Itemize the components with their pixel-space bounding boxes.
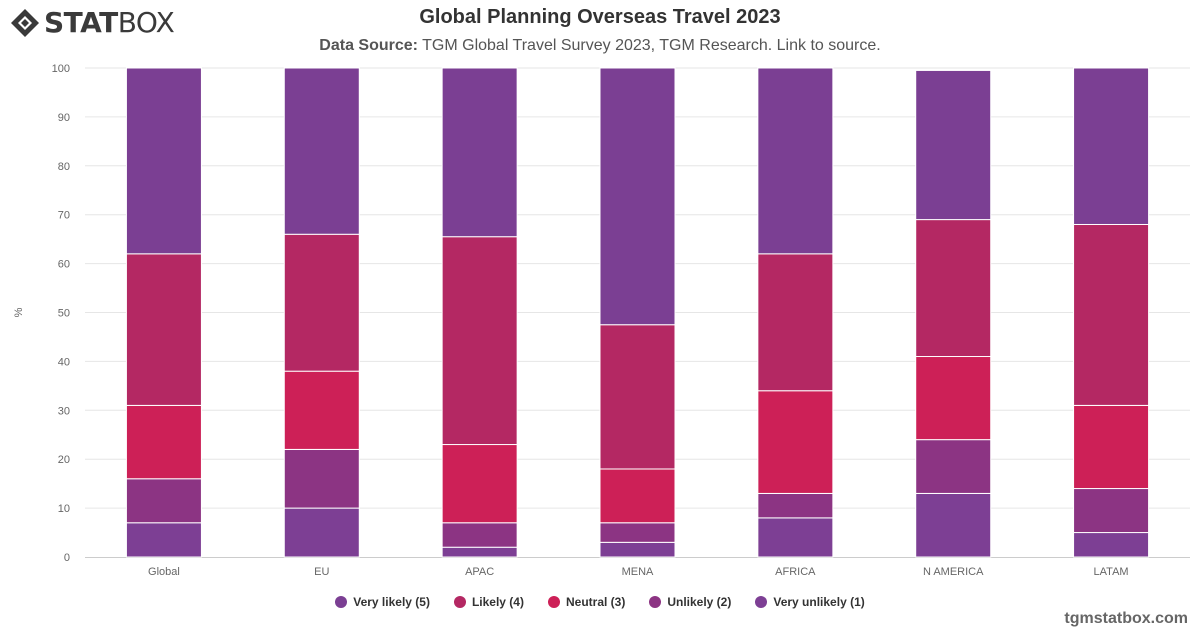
bar-segment [125,404,202,480]
bar-segment [757,390,834,494]
bar-segment [599,324,676,470]
bar-segment [915,439,992,494]
y-tick-label: 60 [58,259,70,271]
chart-legend: Very likely (5) Likely (4) Neutral (3) Unli… [0,595,1200,609]
bar-segment [1073,488,1150,534]
bar-segment [915,356,992,441]
brand-part2: BOX [117,6,175,39]
legend-dot-icon [453,596,466,608]
bar-segment [125,522,202,558]
legend-dot-icon [547,596,560,608]
stacked-bar-chart: 0 10 20 30 40 50 60 70 80 90 100% Global EU APAC MENA A… [13,63,1190,578]
legend-label: Likely (4) [471,595,524,609]
y-tick-label: 50 [58,308,70,320]
legend-item[interactable]: Unlikely (2) [649,595,731,609]
subtitle-label: Data Source: [319,37,418,54]
legend-item[interactable]: Neutral (3) [547,595,626,609]
legend-item[interactable]: Likely (4) [453,595,524,609]
bar-segment [283,370,360,450]
bar-segment [915,219,992,358]
chart-subtitle[interactable]: Data Source: TGM Global Travel Survey 20… [0,37,1200,55]
footer-site[interactable]: tgmstatbox.com [1064,610,1188,627]
x-tick-label: EU [314,566,329,578]
subtitle-text[interactable]: TGM Global Travel Survey 2023, TGM Resea… [422,37,881,54]
brand-logo: STATBOX [10,6,175,39]
x-tick-label: Global [148,566,180,578]
y-tick-label: 90 [58,112,70,124]
legend-label: Unlikely (2) [667,595,732,609]
brand-wordmark: STATBOX [44,6,175,39]
legend-dot-icon [335,596,348,608]
y-tick-label: 20 [58,454,70,466]
bar-segment [915,69,992,221]
bar-segment [915,492,992,558]
bar-segment [757,492,834,519]
y-tick-label: 70 [58,210,70,222]
bar-segment [1073,223,1150,406]
bar-segment [757,517,834,558]
legend-label: Neutral (3) [565,595,626,609]
bar-segment [441,67,518,238]
legend-label: Very likely (5) [353,595,430,609]
y-axis-label: % [13,307,25,317]
bar-segment [599,67,676,326]
x-tick-label: LATAM [1094,566,1129,578]
chart-title: Global Planning Overseas Travel 2023 [419,6,781,28]
bar-segment [599,541,676,558]
brand-part1: STAT [44,6,118,39]
bar-segment [757,253,834,392]
bar-segment [283,233,360,372]
bar-segment [283,448,360,509]
y-tick-label: 100 [52,63,70,75]
bar-segment [757,67,834,255]
bar-segment [1073,67,1150,225]
legend-item[interactable]: Very likely (5) [335,595,430,609]
bar-segment [599,468,676,524]
x-tick-label: MENA [622,566,654,578]
bar-segment [125,67,202,255]
bar-segment [441,546,518,558]
bar-segment [283,67,360,235]
x-tick-label: N AMERICA [923,566,984,578]
legend-dot-icon [755,596,768,608]
x-tick-label: AFRICA [775,566,816,578]
bar-segment [125,253,202,406]
legend-item[interactable]: Very unlikely (1) [755,595,865,609]
bar-segment [1073,532,1150,558]
y-tick-label: 0 [64,552,70,564]
bar-segment [125,478,202,524]
diamond-logo-icon [11,9,39,37]
bar-segment [441,522,518,548]
legend-label: Very unlikely (1) [773,595,865,609]
bar-segment [283,507,360,558]
legend-dot-icon [649,596,662,608]
bar-segment [1073,404,1150,490]
bar-segment [441,236,518,446]
bar-segment [441,444,518,524]
y-tick-label: 40 [58,356,70,368]
y-tick-label: 80 [58,161,70,173]
y-tick-label: 10 [58,503,70,515]
x-tick-label: APAC [465,566,494,578]
bar-segment [599,522,676,543]
y-tick-label: 30 [58,405,70,417]
